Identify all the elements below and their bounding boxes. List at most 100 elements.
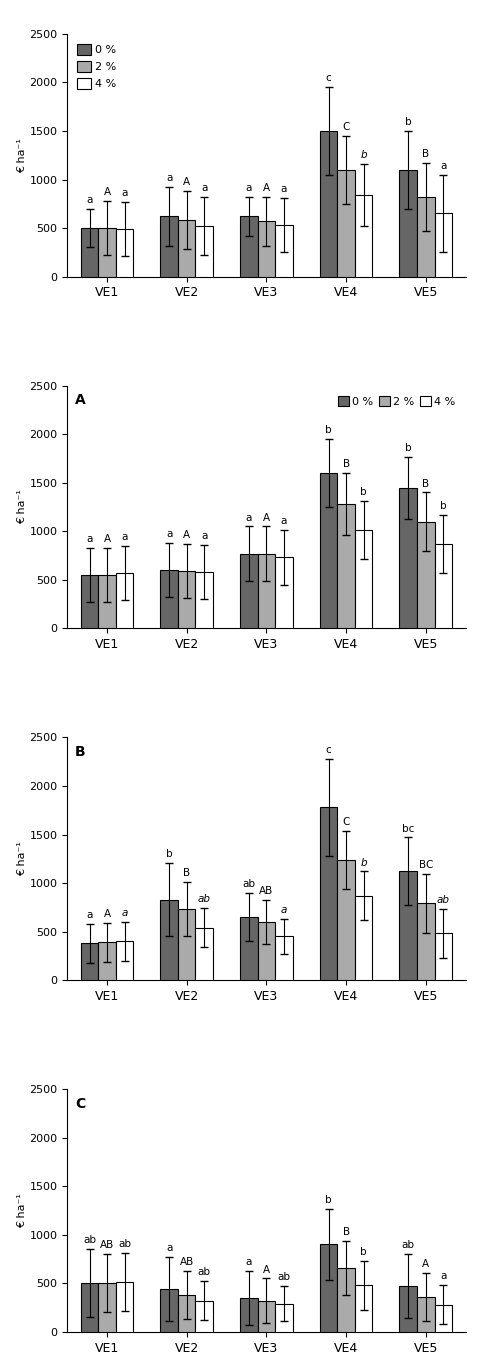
Text: c: c <box>325 73 331 83</box>
Bar <box>81 228 98 277</box>
Bar <box>195 572 213 628</box>
Text: A: A <box>104 534 110 544</box>
Bar <box>275 557 293 628</box>
Bar <box>355 1286 372 1332</box>
Bar <box>116 573 133 628</box>
Bar <box>337 504 355 628</box>
Text: A: A <box>263 1265 270 1275</box>
Text: A: A <box>104 909 110 919</box>
Text: bc: bc <box>402 824 414 833</box>
Text: a: a <box>201 183 207 193</box>
Text: b: b <box>360 1248 367 1257</box>
Bar <box>434 544 452 628</box>
Text: B: B <box>343 459 349 469</box>
Text: A: A <box>263 512 270 523</box>
Legend: 0 %, 2 %, 4 %: 0 %, 2 %, 4 % <box>333 391 460 410</box>
Bar <box>240 1298 258 1332</box>
Text: b: b <box>166 849 172 859</box>
Y-axis label: € ha⁻¹: € ha⁻¹ <box>17 489 26 525</box>
Text: C: C <box>75 1097 85 1110</box>
Bar <box>160 900 178 980</box>
Bar <box>320 807 337 980</box>
Text: a: a <box>440 160 446 171</box>
Text: A: A <box>75 393 86 406</box>
Text: a: a <box>121 531 128 542</box>
Bar <box>160 1290 178 1332</box>
Bar <box>434 213 452 277</box>
Text: b: b <box>325 425 332 435</box>
Text: c: c <box>325 745 331 756</box>
Bar <box>81 575 98 628</box>
Text: AB: AB <box>100 1241 114 1250</box>
Y-axis label: € ha⁻¹: € ha⁻¹ <box>17 841 26 877</box>
Text: b: b <box>405 443 411 453</box>
Bar <box>320 1245 337 1332</box>
Bar <box>178 909 195 980</box>
Bar <box>337 860 355 980</box>
Text: a: a <box>440 1272 446 1282</box>
Bar <box>116 230 133 277</box>
Bar <box>417 197 434 277</box>
Bar <box>178 220 195 277</box>
Bar <box>160 216 178 277</box>
Text: A: A <box>422 1258 429 1269</box>
Bar <box>275 1303 293 1332</box>
Bar <box>258 921 275 980</box>
Y-axis label: € ha⁻¹: € ha⁻¹ <box>17 1193 26 1229</box>
Bar <box>81 943 98 980</box>
Bar <box>399 1286 417 1332</box>
Text: a: a <box>121 908 128 917</box>
Bar <box>417 904 434 980</box>
Text: A: A <box>183 177 190 188</box>
Text: B: B <box>422 478 429 489</box>
Bar <box>355 896 372 980</box>
Text: B: B <box>343 1227 349 1237</box>
Bar <box>417 522 434 628</box>
Text: a: a <box>86 911 93 920</box>
Text: B: B <box>75 745 86 758</box>
Bar <box>178 571 195 628</box>
Bar <box>160 569 178 628</box>
Text: A: A <box>183 530 190 540</box>
Bar <box>178 1295 195 1332</box>
Bar <box>399 170 417 277</box>
Bar <box>195 226 213 277</box>
Bar <box>81 1283 98 1332</box>
Text: ab: ab <box>198 1268 211 1277</box>
Text: b: b <box>440 501 446 511</box>
Bar <box>320 473 337 628</box>
Bar <box>399 871 417 980</box>
Bar <box>355 196 372 277</box>
Text: ab: ab <box>198 894 211 904</box>
Legend: 0 %, 2 %, 4 %: 0 %, 2 %, 4 % <box>73 39 120 94</box>
Bar <box>240 216 258 277</box>
Text: b: b <box>360 488 367 497</box>
Text: AB: AB <box>180 1257 194 1267</box>
Text: b: b <box>360 858 367 867</box>
Bar <box>258 553 275 628</box>
Bar <box>195 928 213 980</box>
Bar <box>337 170 355 277</box>
Bar <box>337 1268 355 1332</box>
Text: a: a <box>246 512 252 523</box>
Text: ab: ab <box>437 896 450 905</box>
Text: B: B <box>422 149 429 159</box>
Bar <box>258 222 275 277</box>
Bar <box>399 488 417 628</box>
Bar <box>434 934 452 980</box>
Text: a: a <box>246 183 252 193</box>
Text: ab: ab <box>118 1239 131 1249</box>
Bar <box>98 228 116 277</box>
Text: ab: ab <box>277 1272 290 1283</box>
Text: a: a <box>166 174 172 183</box>
Text: C: C <box>342 122 350 132</box>
Text: A: A <box>104 188 110 197</box>
Text: a: a <box>166 529 172 540</box>
Bar <box>240 917 258 980</box>
Bar <box>98 1283 116 1332</box>
Text: a: a <box>121 188 128 198</box>
Text: b: b <box>405 117 411 128</box>
Bar <box>320 130 337 277</box>
Bar <box>98 575 116 628</box>
Text: a: a <box>166 1243 172 1253</box>
